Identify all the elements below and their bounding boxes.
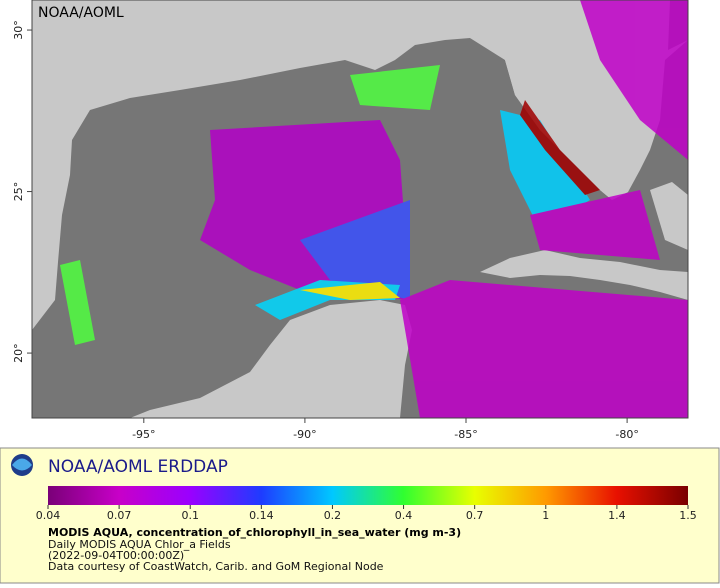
legend-title: NOAA/AOML ERDDAP — [48, 457, 228, 477]
colorbar-tick-label: 0.7 — [466, 509, 484, 522]
patch — [580, 0, 688, 160]
patch — [60, 260, 95, 345]
patch — [400, 280, 688, 418]
map-frame — [31, 0, 689, 419]
cuba — [480, 250, 688, 300]
colorbar-tick-label: 0.2 — [324, 509, 342, 522]
colorbar-tick-label: 1 — [542, 509, 549, 522]
variable-name: MODIS AQUA, concentration_of_chlorophyll… — [48, 526, 461, 539]
yucatan — [130, 300, 412, 418]
x-tick-label: -95° — [132, 428, 155, 441]
noaa-logo-wave — [12, 458, 32, 471]
legend-line: Data courtesy of CoastWatch, Carib. and … — [48, 560, 384, 573]
colorbar-tick-label: 0.07 — [107, 509, 132, 522]
chlorophyll-patches — [60, 0, 688, 418]
legend-line: (2022-09-04T00:00:00Z) — [48, 549, 184, 562]
colorbar-tick-label: 1.4 — [608, 509, 626, 522]
patch — [520, 100, 600, 195]
y-tick-label: 30° — [12, 20, 25, 40]
florida — [470, 30, 632, 200]
colorbar-tick-label: 0.14 — [249, 509, 274, 522]
watermark: NOAA/AOML — [38, 5, 124, 21]
colorbar — [48, 486, 688, 505]
colorbar-tick-label: 1.5 — [679, 509, 697, 522]
colorbar-tick-label: 0.1 — [181, 509, 199, 522]
axes: -95° -90° -85° -80° 20° 25° 30° — [12, 20, 639, 441]
x-tick-label: -85° — [454, 428, 477, 441]
patch — [350, 65, 440, 110]
colorbar-ticks: 0.04 0.07 0.1 0.14 0.2 0.4 0.7 1 1.4 1.5 — [36, 505, 697, 522]
y-tick-label: 20° — [12, 343, 25, 363]
patch — [530, 190, 660, 260]
x-tick-label: -80° — [615, 428, 638, 441]
colorbar-tick-label: 0.04 — [36, 509, 61, 522]
colorbar-tick-label: 0.4 — [395, 509, 413, 522]
patch — [300, 282, 400, 300]
patch — [500, 110, 590, 230]
map-area — [32, 0, 688, 418]
y-tick-label: 25° — [12, 182, 25, 202]
legend-panel — [0, 447, 720, 584]
bahamas — [650, 182, 688, 250]
watermark-bg — [34, 2, 114, 22]
legend-line: Daily MODIS AQUA Chlor_a Fields — [48, 538, 231, 551]
x-tick-label: -90° — [293, 428, 316, 441]
patch — [300, 200, 410, 300]
